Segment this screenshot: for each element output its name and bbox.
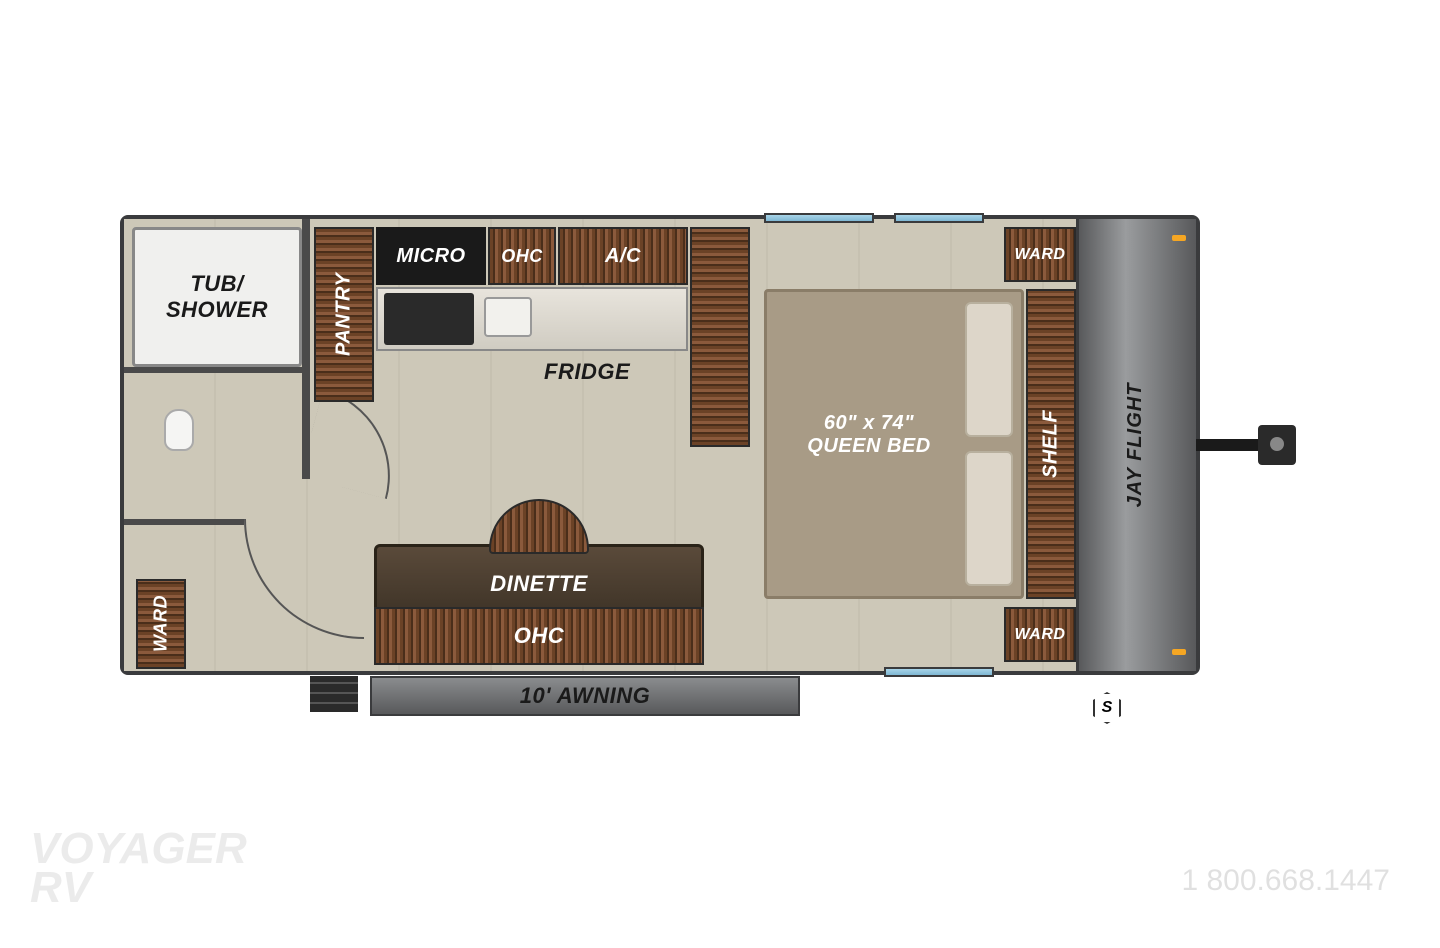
awning: 10' AWNING	[370, 676, 800, 716]
fridge-label: FRIDGE	[544, 359, 630, 385]
marker-light-top	[1172, 235, 1186, 241]
pantry: PANTRY	[314, 227, 374, 402]
ohc-top-label: OHC	[490, 229, 554, 283]
window-top-1	[764, 213, 874, 223]
trailer-outline: TUB/ SHOWER WARD PANTRY MICRO OHC A/C FR…	[120, 215, 1200, 675]
ac-label: A/C	[560, 229, 686, 283]
trailer-body: TUB/ SHOWER WARD PANTRY MICRO OHC A/C FR…	[124, 219, 1084, 671]
window-bottom	[884, 667, 994, 677]
wardrobe-left: WARD	[136, 579, 186, 669]
tub-shower-label: TUB/ SHOWER	[166, 271, 268, 323]
pillow-top	[965, 302, 1013, 437]
watermark-phone: 1 800.668.1447	[1181, 864, 1390, 898]
brand-logo: JAY FLIGHT	[1124, 383, 1147, 508]
trailer-hitch	[1196, 425, 1296, 465]
dinette-table	[489, 499, 589, 554]
queen-bed: 60" x 74" QUEEN BED	[764, 289, 1024, 599]
window-top-2	[894, 213, 984, 223]
overhead-cabinet-bottom: OHC	[374, 607, 704, 665]
dinette-label: DINETTE	[374, 571, 704, 597]
storage-badge: S	[1093, 692, 1121, 724]
toilet	[164, 409, 194, 451]
awning-label: 10' AWNING	[372, 678, 798, 714]
tub-shower: TUB/ SHOWER	[132, 227, 302, 367]
wardrobe-top-right: WARD	[1004, 227, 1076, 282]
microwave-label: MICRO	[396, 245, 465, 268]
stove	[384, 293, 474, 345]
bathroom-wall-horizontal	[124, 367, 304, 373]
trailer-front-cap: JAY FLIGHT	[1076, 219, 1196, 671]
pillow-bottom	[965, 451, 1013, 586]
wardrobe-bottom-right: WARD	[1004, 607, 1076, 662]
ward-tr-label: WARD	[1006, 229, 1074, 280]
shelf-label: SHELF	[1028, 291, 1074, 597]
marker-light-bottom	[1172, 649, 1186, 655]
overhead-cabinet-top: OHC	[488, 227, 556, 285]
hitch-beam	[1196, 439, 1261, 451]
ward-br-label: WARD	[1006, 609, 1074, 660]
ohc-bottom-label: OHC	[376, 609, 702, 663]
pantry-label: PANTRY	[316, 229, 372, 400]
kitchen-sink	[484, 297, 532, 337]
bed-label: 60" x 74" QUEEN BED	[787, 412, 951, 458]
hitch-box	[1258, 425, 1296, 465]
ac-unit: A/C	[558, 227, 688, 285]
shelf: SHELF	[1026, 289, 1076, 599]
entry-steps	[310, 676, 358, 712]
fridge-column	[690, 227, 750, 447]
watermark-dealer: VOYAGER RV	[30, 829, 247, 908]
microwave: MICRO	[376, 227, 486, 285]
hitch-ball	[1270, 437, 1284, 451]
storage-badge-label: S	[1102, 699, 1113, 717]
wardrobe-left-label: WARD	[138, 581, 184, 667]
bathroom-wall-low	[124, 519, 244, 525]
